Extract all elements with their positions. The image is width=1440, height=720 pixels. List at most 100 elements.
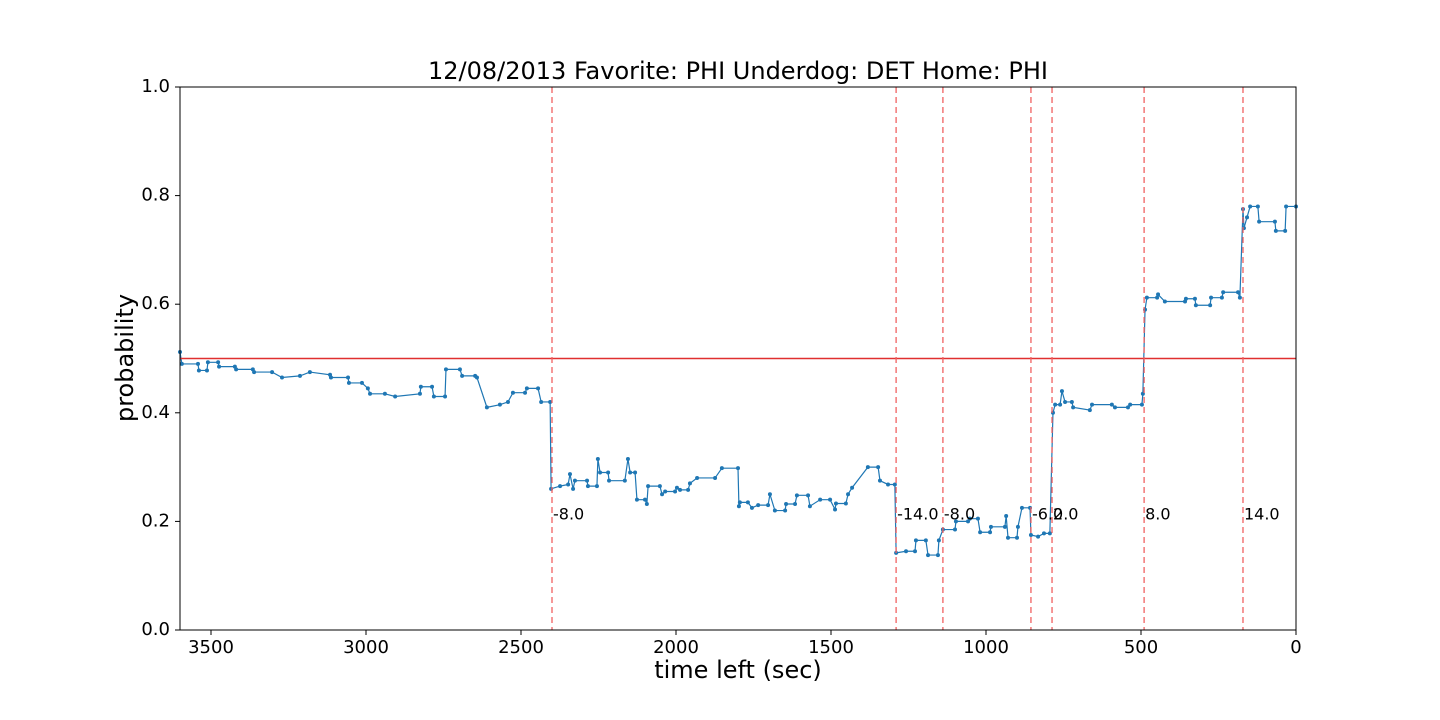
data-point xyxy=(767,492,772,497)
data-point xyxy=(736,466,740,471)
data-point xyxy=(1183,296,1188,301)
data-point xyxy=(510,390,515,395)
data-point xyxy=(772,508,777,513)
data-point xyxy=(524,386,529,391)
data-point xyxy=(1041,531,1046,536)
data-point xyxy=(1144,295,1149,300)
data-point xyxy=(418,384,423,389)
data-point xyxy=(1002,524,1007,529)
data-point xyxy=(865,465,870,470)
data-point xyxy=(1272,219,1277,224)
data-point xyxy=(1237,295,1242,300)
data-point xyxy=(536,386,541,391)
data-point xyxy=(548,399,553,404)
event-label: -14.0 xyxy=(897,505,938,524)
data-point xyxy=(234,367,239,372)
data-point xyxy=(1047,531,1052,536)
plot-frame xyxy=(179,86,1297,631)
data-point xyxy=(1245,215,1250,220)
data-point xyxy=(745,500,750,505)
data-point xyxy=(204,368,209,373)
data-point xyxy=(484,405,489,410)
data-point xyxy=(1162,299,1167,304)
data-point xyxy=(393,394,398,399)
data-point xyxy=(926,553,931,558)
data-point xyxy=(1069,399,1074,404)
data-point xyxy=(846,492,851,497)
data-point xyxy=(833,507,838,512)
data-point xyxy=(633,470,638,475)
x-tick-label: 2000 xyxy=(653,637,699,658)
data-point xyxy=(505,399,510,404)
data-point xyxy=(585,484,590,489)
x-tick-label: 500 xyxy=(1124,637,1158,658)
data-point xyxy=(657,484,662,489)
data-point xyxy=(1248,204,1253,209)
data-point xyxy=(1087,408,1092,413)
data-point xyxy=(892,482,897,487)
data-point xyxy=(430,384,435,389)
data-point xyxy=(1112,405,1117,410)
data-point xyxy=(806,493,811,498)
x-tick-label: 3000 xyxy=(343,637,389,658)
data-point xyxy=(1273,228,1278,233)
data-point xyxy=(1209,295,1214,300)
data-point xyxy=(368,391,373,396)
data-point xyxy=(736,504,741,509)
chart-title: 12/08/2013 Favorite: PHI Underdog: DET H… xyxy=(428,57,1048,85)
data-point xyxy=(346,375,351,380)
data-point xyxy=(1058,402,1063,407)
data-point xyxy=(443,367,448,372)
data-point xyxy=(571,486,576,491)
data-point xyxy=(252,370,257,375)
event-label: -8.0 xyxy=(553,505,584,524)
data-point xyxy=(644,502,649,507)
data-point xyxy=(196,368,201,373)
data-point xyxy=(904,549,909,554)
data-point xyxy=(1255,204,1260,209)
data-point xyxy=(497,402,502,407)
x-tick-label: 1500 xyxy=(808,637,854,658)
data-point xyxy=(431,394,436,399)
x-tick-label: 2500 xyxy=(498,637,544,658)
data-point xyxy=(886,482,891,487)
event-label: 2.0 xyxy=(1053,505,1078,524)
data-point xyxy=(686,487,691,492)
data-point xyxy=(660,492,665,497)
data-point xyxy=(953,527,957,532)
data-point xyxy=(539,399,544,404)
data-point xyxy=(1063,399,1068,404)
data-point xyxy=(1208,303,1213,308)
data-point xyxy=(607,478,612,483)
data-point xyxy=(474,375,479,380)
data-point xyxy=(678,487,683,492)
data-point xyxy=(1036,534,1041,539)
data-point xyxy=(913,549,918,554)
data-point xyxy=(794,493,799,498)
data-point xyxy=(307,370,312,375)
data-point xyxy=(828,497,833,502)
data-point xyxy=(783,508,788,513)
data-point xyxy=(833,501,838,506)
data-point xyxy=(784,502,789,507)
data-point xyxy=(598,470,603,475)
event-label: -8.0 xyxy=(944,505,975,524)
y-axis-label: probability xyxy=(111,294,139,422)
data-point xyxy=(346,380,351,385)
data-point xyxy=(818,497,823,502)
data-point xyxy=(558,484,563,489)
data-point xyxy=(1221,290,1226,295)
data-point xyxy=(1139,402,1144,407)
data-point xyxy=(1059,389,1064,394)
data-point xyxy=(567,472,572,477)
data-point xyxy=(1192,296,1197,301)
event-label: -6.0 xyxy=(1032,505,1063,524)
data-point xyxy=(566,482,571,487)
data-point xyxy=(634,497,639,502)
data-point xyxy=(359,380,364,385)
data-point xyxy=(793,502,798,507)
data-point xyxy=(646,484,651,489)
data-point xyxy=(876,465,881,470)
y-tick-label: 0.0 xyxy=(141,619,170,640)
data-point xyxy=(850,485,855,490)
